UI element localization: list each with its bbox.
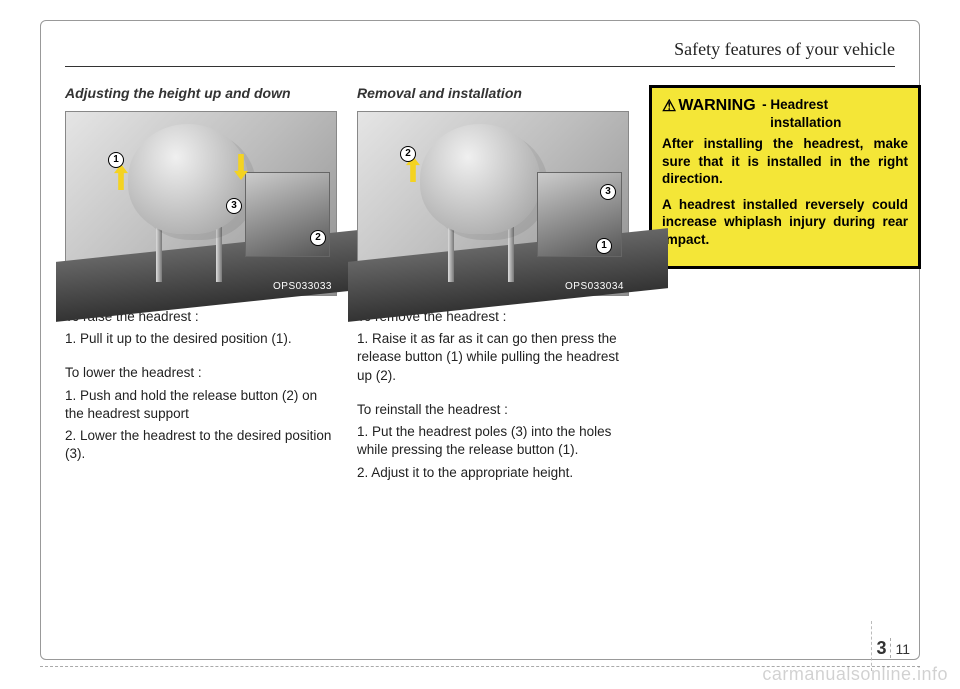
lower-step-1: 1. Push and hold the release button (2) …: [65, 387, 337, 423]
column-adjusting: Adjusting the height up and down 1 3 2 O…: [65, 85, 337, 498]
reinstall-step-1: 1. Put the headrest poles (3) into the h…: [357, 423, 629, 459]
figure-caption: OPS033033: [273, 281, 332, 292]
figure-caption: OPS033034: [565, 281, 624, 292]
col2-heading: Removal and installation: [357, 85, 629, 101]
callout-1: 1: [108, 152, 124, 168]
col2-body: To remove the headrest : 1. Raise it as …: [357, 308, 629, 482]
callout-1: 1: [596, 238, 612, 254]
callout-2: 2: [400, 146, 416, 162]
warning-box: ⚠WARNING - Headrest installation After i…: [649, 85, 921, 269]
reinstall-step-2: 2. Adjust it to the appropriate height.: [357, 464, 629, 482]
headrest-shape: [420, 124, 540, 234]
content-columns: Adjusting the height up and down 1 3 2 O…: [65, 85, 895, 498]
page-number: 311: [876, 638, 910, 659]
headrest-pole: [508, 227, 514, 282]
lower-intro: To lower the headrest :: [65, 364, 337, 382]
reinstall-intro: To reinstall the headrest :: [357, 401, 629, 419]
warning-body: After installing the headrest, make sure…: [662, 135, 908, 248]
headrest-pole: [156, 227, 162, 282]
headrest-pole: [216, 227, 222, 282]
figure-removal: 2 3 1 OPS033034: [357, 111, 629, 296]
col1-heading: Adjusting the height up and down: [65, 85, 337, 101]
warning-triangle-icon: ⚠: [662, 98, 676, 115]
figure-adjust-height: 1 3 2 OPS033033: [65, 111, 337, 296]
page-in-chapter: 11: [895, 641, 910, 657]
chapter-header: Safety features of your vehicle: [65, 39, 895, 67]
col1-body: To raise the headrest : 1. Pull it up to…: [65, 308, 337, 464]
chapter-number: 3: [876, 638, 891, 658]
callout-3: 3: [226, 198, 242, 214]
lower-step-2: 2. Lower the headrest to the desired pos…: [65, 427, 337, 463]
warning-subtitle-2: installation: [762, 115, 841, 130]
warning-body-1: After installing the headrest, make sure…: [662, 135, 908, 188]
warning-subtitle-1: - Headrest: [762, 97, 828, 112]
watermark: carmanualsonline.info: [762, 664, 948, 685]
column-warning: ⚠WARNING - Headrest installation After i…: [649, 85, 921, 498]
manual-page: Safety features of your vehicle Adjustin…: [40, 20, 920, 660]
callout-3: 3: [600, 184, 616, 200]
warning-title: WARNING: [678, 97, 755, 114]
warning-body-2: A headrest installed reversely could inc…: [662, 196, 908, 249]
warning-title-row: ⚠WARNING - Headrest installation: [662, 96, 908, 131]
raise-step-1: 1. Pull it up to the desired position (1…: [65, 330, 337, 348]
headrest-shape: [128, 124, 248, 234]
remove-step-1: 1. Raise it as far as it can go then pre…: [357, 330, 629, 385]
headrest-pole: [448, 227, 454, 282]
column-removal: Removal and installation 2 3 1 OPS033034…: [357, 85, 629, 498]
callout-2: 2: [310, 230, 326, 246]
